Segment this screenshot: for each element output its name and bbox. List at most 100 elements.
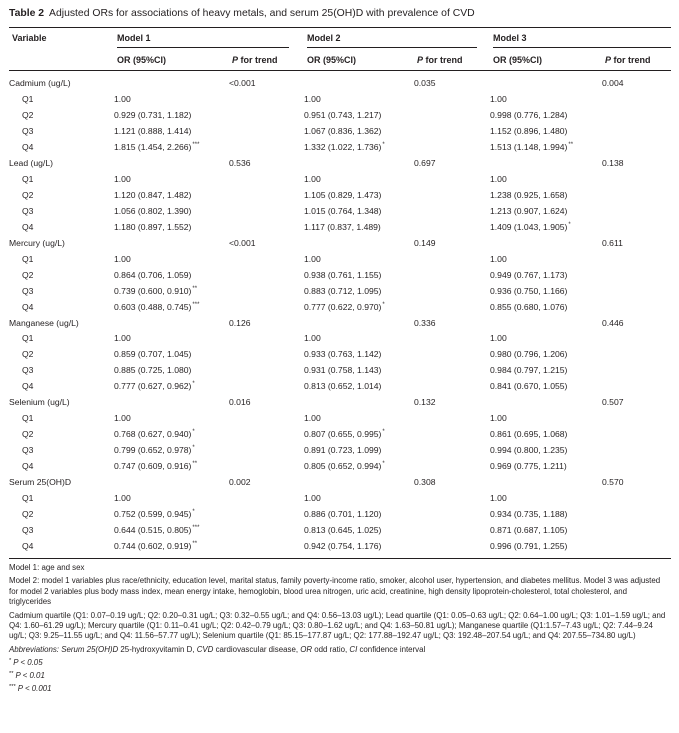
header-ptrend-2: P for trend [417,55,463,65]
significance-marker: ** [568,141,574,148]
top-rule [9,27,671,28]
p-trend-cell [602,283,671,299]
or-ci-cell: 0.777 (0.622, 0.970)* [304,301,385,312]
quartile-label: Q3 [22,365,34,376]
quartile-label: Q1 [22,493,34,504]
p-trend-cell [414,346,490,362]
or-ci-cell: 0.980 (0.796, 1.206) [490,349,568,360]
or-ci-cell: 1.067 (0.836, 1.362) [304,125,382,136]
p-trend-cell [229,107,304,123]
quartile-label: Q4 [22,301,34,312]
p-trend-cell [229,91,304,107]
significance-note: *** P < 0.001 [9,683,52,693]
or-ci-cell: 1.00 [114,173,131,184]
or-ci-cell: 0.777 (0.627, 0.962)* [114,381,195,392]
or-ci-cell: 0.891 (0.723, 1.099) [304,445,382,456]
p-trend-cell: 0.016 [229,397,251,408]
p-trend-cell [414,522,490,538]
significance-marker: * [192,381,195,388]
or-ci-cell: 0.644 (0.515, 0.805)*** [114,525,200,536]
p-trend-cell [229,139,304,155]
or-ci-cell: 0.931 (0.758, 1.143) [304,365,382,376]
p-trend-cell [602,219,671,235]
header-or-2: OR (95%CI) [307,55,357,65]
p-trend-cell: 0.138 [602,157,624,168]
or-ci-cell: 0.603 (0.488, 0.745)*** [114,301,200,312]
group-label: Selenium (ug/L) [9,397,70,408]
p-trend-cell [414,203,490,219]
p-trend-cell [229,251,304,267]
quartile-label: Q2 [22,269,34,280]
table-row: Q2 0.752 (0.599, 0.945)* 0.886 (0.701, 1.1… [9,506,671,522]
table-row: Q4 0.747 (0.609, 0.916)** 0.805 (0.652, 0.… [9,458,671,474]
p-trend-cell: 0.004 [602,77,624,88]
p-trend-cell [229,299,304,315]
or-ci-cell: 1.238 (0.925, 1.658) [490,189,568,200]
note-model-1: Model 1: age and sex [9,563,85,572]
quartile-label: Q2 [22,189,34,200]
p-trend-cell [414,458,490,474]
table-row: Q1 1.00 1.00 1.00 [9,410,671,426]
or-ci-cell: 1.152 (0.896, 1.480) [490,125,568,136]
p-trend-cell [602,458,671,474]
p-trend-cell [602,522,671,538]
p-trend-cell [602,331,671,347]
or-ci-cell: 0.998 (0.776, 1.284) [490,109,568,120]
significance-note: ** P < 0.01 [9,670,45,680]
p-trend-cell [229,378,304,394]
quartile-label: Q1 [22,93,34,104]
significance-marker: * [382,429,385,436]
or-ci-cell [304,235,414,251]
table-row: Q2 1.120 (0.847, 1.482) 1.105 (0.829, 1.47… [9,187,671,203]
or-ci-cell: 1.00 [304,333,321,344]
p-trend-cell: 0.132 [414,397,436,408]
significance-note: * P < 0.05 [9,658,43,668]
p-trend-cell [414,410,490,426]
table-row: Q3 0.739 (0.600, 0.910)** 0.883 (0.712, 1.… [9,283,671,299]
p-trend-cell [602,203,671,219]
or-ci-cell [114,315,229,331]
p-trend-cell [229,522,304,538]
or-ci-cell: 0.934 (0.735, 1.188) [490,509,568,520]
or-ci-cell: 0.752 (0.599, 0.945)* [114,509,195,520]
p-trend-cell [602,267,671,283]
p-trend-cell [414,123,490,139]
table-row: Q4 1.815 (1.454, 2.266)*** 1.332 (1.022, 1… [9,139,671,155]
p-trend-cell: 0.446 [602,317,624,328]
p-trend-cell [229,442,304,458]
p-trend-cell: 0.126 [229,317,251,328]
significance-marker: ** [192,461,198,468]
p-trend-cell: 0.570 [602,477,624,488]
or-ci-cell [114,474,229,490]
or-ci-cell: 0.744 (0.602, 0.919)** [114,541,198,552]
group-row: Cadmium (ug/L) <0.001 0.035 0.004 [9,75,671,91]
p-trend-cell [414,490,490,506]
quartile-label: Q3 [22,285,34,296]
p-trend-cell [602,251,671,267]
group-label: Lead (ug/L) [9,157,53,168]
significance-marker: * [192,429,195,436]
note-quartiles: Cadmium quartile (Q1: 0.07–0.19 ug/L; Q2… [9,610,666,641]
p-trend-cell [414,107,490,123]
significance-marker: * [382,461,385,468]
p-trend-cell [602,506,671,522]
p-trend-cell [602,346,671,362]
or-ci-cell: 1.00 [304,413,321,424]
p-trend-cell [414,331,490,347]
p-trend-cell [602,410,671,426]
p-trend-cell [414,362,490,378]
table-row: Q1 1.00 1.00 1.00 [9,171,671,187]
or-ci-cell: 0.933 (0.763, 1.142) [304,349,382,360]
table-row: Q3 0.644 (0.515, 0.805)*** 0.813 (0.645, 1… [9,522,671,538]
p-trend-cell [602,187,671,203]
or-ci-cell: 1.513 (1.148, 1.994)** [490,141,574,152]
or-ci-cell: 0.885 (0.725, 1.080) [114,365,192,376]
table-title: Adjusted ORs for associations of heavy m… [49,8,475,19]
quartile-label: Q4 [22,461,34,472]
or-ci-cell: 1.00 [490,413,507,424]
significance-marker: ** [192,285,198,292]
p-trend-cell: 0.149 [414,237,436,248]
group-label: Mercury (ug/L) [9,237,65,248]
table-row: Q4 0.777 (0.627, 0.962)* 0.813 (0.652, 1.0… [9,378,671,394]
significance-marker: * [192,509,195,516]
